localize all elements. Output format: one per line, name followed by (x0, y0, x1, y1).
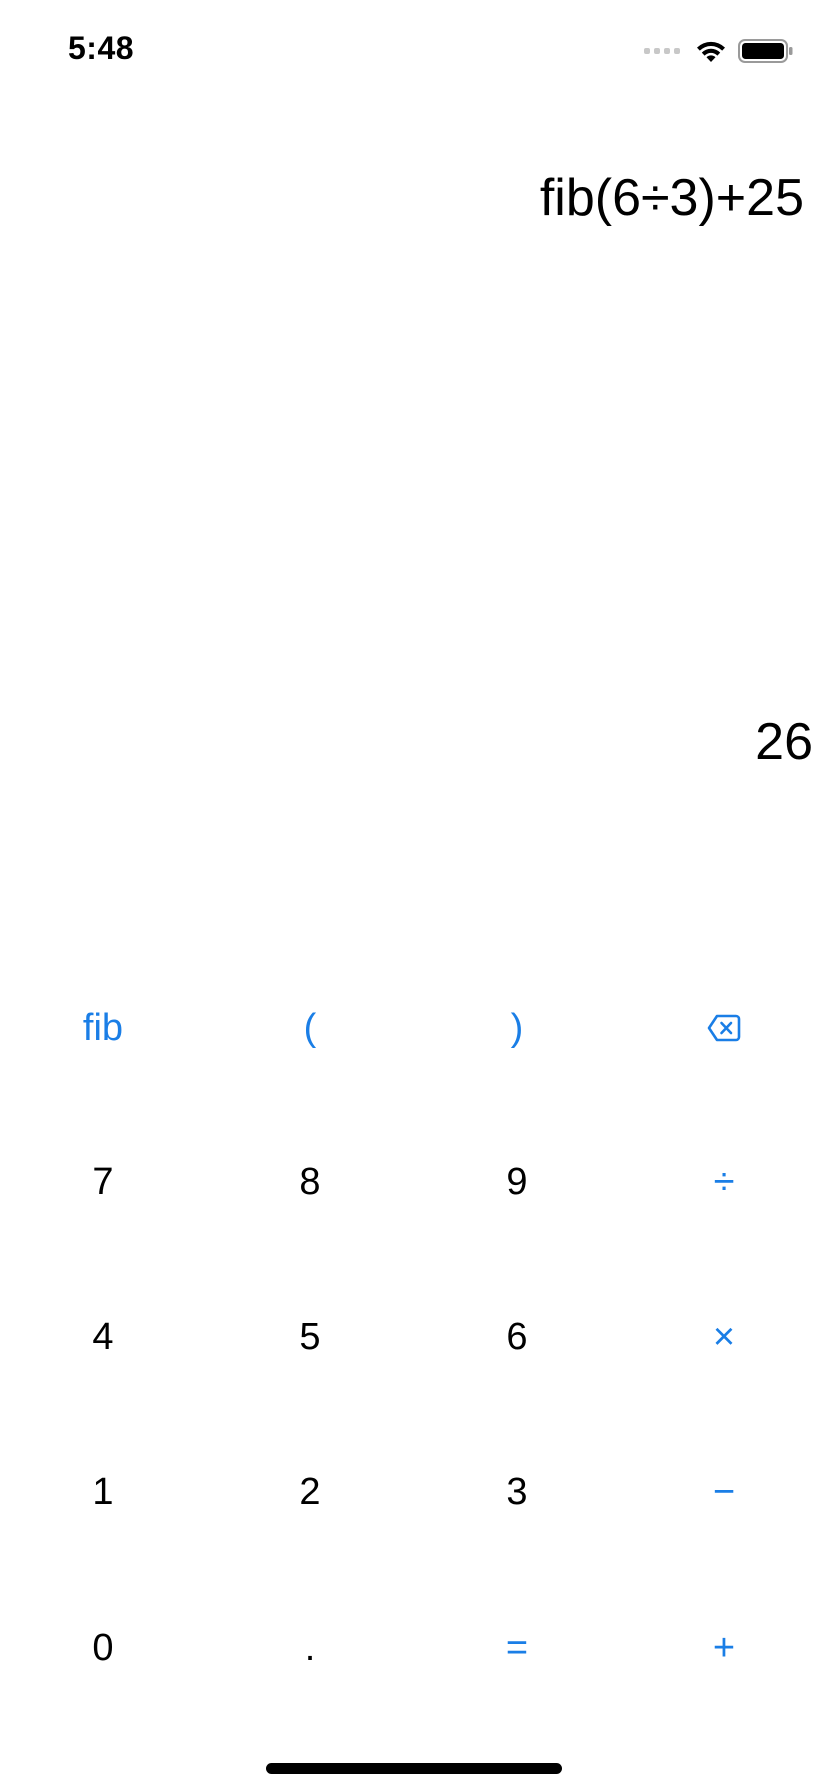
digit-7-button[interactable]: 7 (23, 1127, 183, 1237)
digit-6-button[interactable]: 6 (437, 1282, 597, 1392)
open-paren-button-label: ( (303, 1007, 317, 1049)
backspace-button[interactable] (644, 973, 804, 1083)
backspace-icon (707, 1014, 741, 1042)
multiply-label: × (712, 1316, 736, 1358)
status-bar: 5:48 (0, 0, 828, 100)
digit-5-label: 5 (299, 1316, 321, 1358)
digit-5-button[interactable]: 5 (230, 1282, 390, 1392)
result-display: 26 (755, 713, 813, 771)
home-indicator[interactable] (266, 1763, 562, 1774)
equals-button[interactable]: = (437, 1593, 597, 1703)
open-paren-button[interactable]: ( (230, 973, 390, 1083)
digit-8-label: 8 (299, 1161, 321, 1203)
expression-display: fib(6÷3)+25 (539, 169, 804, 227)
divide-label: ÷ (713, 1161, 735, 1203)
digit-3-button[interactable]: 3 (437, 1437, 597, 1547)
digit-9-label: 9 (506, 1161, 528, 1203)
add-label: + (712, 1627, 736, 1669)
add-button[interactable]: + (644, 1593, 804, 1703)
digit-8-button[interactable]: 8 (230, 1127, 390, 1237)
digit-4-label: 4 (92, 1316, 114, 1358)
divide-button[interactable]: ÷ (644, 1127, 804, 1237)
cellular-signal-icon (644, 48, 680, 54)
fib-button-label: fib (82, 1007, 124, 1049)
digit-2-label: 2 (299, 1471, 321, 1513)
digit-4-button[interactable]: 4 (23, 1282, 183, 1392)
close-paren-button[interactable]: ) (437, 973, 597, 1083)
subtract-label: − (712, 1471, 736, 1513)
digit-0-button[interactable]: 0 (23, 1593, 183, 1703)
multiply-button[interactable]: × (644, 1282, 804, 1392)
status-time: 5:48 (68, 30, 135, 66)
status-icons (644, 36, 794, 66)
subtract-button[interactable]: − (644, 1437, 804, 1547)
digit-9-button[interactable]: 9 (437, 1127, 597, 1237)
digit-0-label: 0 (92, 1627, 114, 1669)
equals-label: = (505, 1627, 529, 1669)
digit-6-label: 6 (506, 1316, 528, 1358)
digit-3-label: 3 (506, 1471, 528, 1513)
digit-1-label: 1 (92, 1471, 114, 1513)
digit-1-button[interactable]: 1 (23, 1437, 183, 1547)
close-paren-button-label: ) (510, 1007, 524, 1049)
digit-2-button[interactable]: 2 (230, 1437, 390, 1547)
fib-button[interactable]: fib (23, 973, 183, 1083)
battery-icon (738, 39, 793, 63)
wifi-icon (697, 41, 725, 62)
decimal-point-button[interactable]: . (230, 1593, 390, 1703)
digit-7-label: 7 (92, 1161, 114, 1203)
decimal-point-label: . (304, 1627, 316, 1669)
